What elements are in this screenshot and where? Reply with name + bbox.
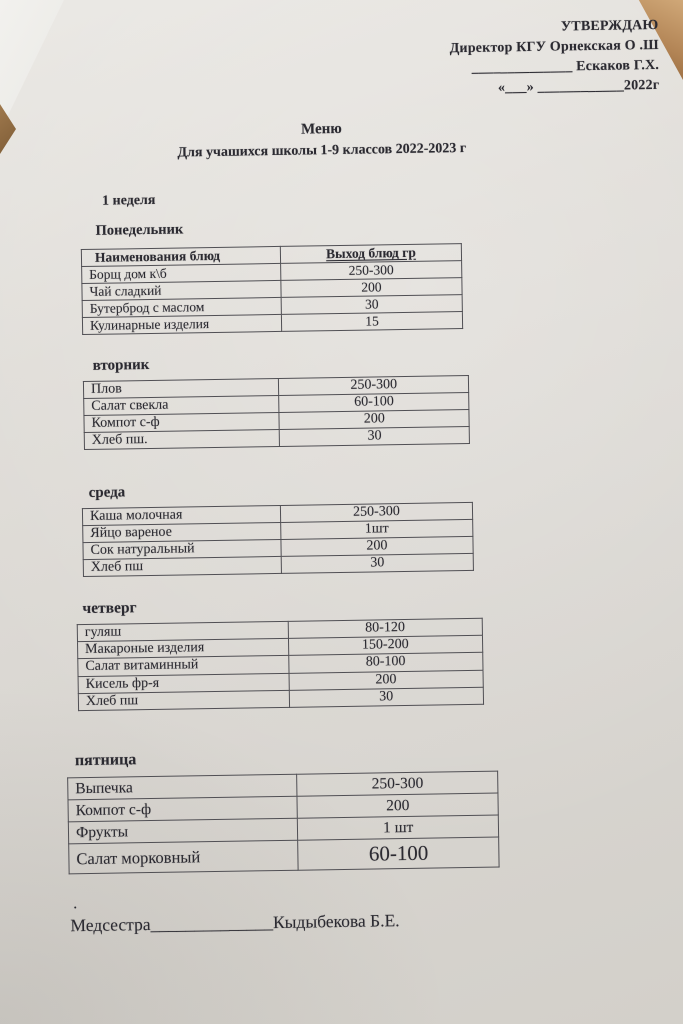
document-subtitle: Для учашихся школы 1-9 классов 2022-2023… xyxy=(177,140,467,161)
menu-table: Выпечка 250-300 Компот с-ф 200 Фрукты 1 шт Сал… xyxy=(67,771,500,875)
stray-dot: . xyxy=(72,895,78,913)
dish-name-cell: Хлеб пш xyxy=(83,556,282,577)
column-header-portion-label: Выход блюд гр xyxy=(325,244,416,262)
menu-table: Наименования блюд Выход блюд гр Борщ дом к… xyxy=(81,243,463,335)
day-heading: Понедельник xyxy=(95,221,184,239)
day-heading: вторник xyxy=(92,356,150,374)
nurse-signature-line: Медсестра______________Кыдыбекова Б.Е. xyxy=(70,910,400,936)
table-body: гуляш 80-120 Макароные изделия 150-200 Салат… xyxy=(77,618,484,711)
day-heading: пятница xyxy=(74,751,137,770)
table-row: Салат морковный 60-100 xyxy=(68,837,500,874)
day-section: четверг гуляш 80-120 Макароные изделия 150-2… xyxy=(76,594,484,711)
menu-table: Каша молочная 250-300 Яйцо вареное 1шт Сок н… xyxy=(82,502,474,577)
table-body: Борщ дом к\б 250-300 Чай сладкий 200 Бутербр… xyxy=(81,260,463,335)
menu-table: Плов 250-300 Салат свекла 60-100 Компот с-ф 2… xyxy=(83,375,470,450)
dish-name-cell: Хлеб пш. xyxy=(84,429,280,450)
approval-block: УТВЕРЖДАЮ Директор КГУ Орнекская О .Ш __… xyxy=(449,16,660,99)
portion-cell: 30 xyxy=(279,426,470,447)
day-section: вторник Плов 250-300 Салат свекла 60-100 Комп… xyxy=(83,352,470,450)
dish-name-cell: Салат морковный xyxy=(68,840,299,874)
dish-name-cell: Кулинарные изделия xyxy=(82,314,282,335)
day-heading: среда xyxy=(88,484,126,501)
column-header-dish-label: Наименования блюд xyxy=(94,247,221,265)
portion-cell: 15 xyxy=(281,311,463,332)
portion-cell: 200 xyxy=(297,793,499,819)
portion-cell: 1 шт xyxy=(297,815,499,841)
portion-cell: 250-300 xyxy=(297,771,498,797)
menu-table: гуляш 80-120 Макароные изделия 150-200 Салат… xyxy=(77,618,484,711)
day-section: пятница Выпечка 250-300 Компот с-ф 200 Фрукты… xyxy=(67,746,500,875)
table-body: Выпечка 250-300 Компот с-ф 200 Фрукты 1 шт Сал… xyxy=(67,771,500,874)
portion-cell: 30 xyxy=(288,687,484,708)
day-section: Понедельник Наименования блюд Выход блюд г… xyxy=(80,217,463,335)
portion-cell: 30 xyxy=(281,553,474,574)
approval-line-4: «___» ____________2022г xyxy=(497,77,660,96)
table-body: Каша молочная 250-300 Яйцо вареное 1шт Сок н… xyxy=(82,502,474,577)
table-body: Плов 250-300 Салат свекла 60-100 Компот с-ф 2… xyxy=(83,375,470,450)
week-label: 1 неделя xyxy=(101,192,156,209)
portion-cell: 60-100 xyxy=(298,837,500,871)
dish-name-cell: Хлеб пш xyxy=(78,690,290,711)
day-section: среда Каша молочная 250-300 Яйцо вареное 1шт… xyxy=(82,479,474,577)
day-heading: четверг xyxy=(82,599,137,618)
